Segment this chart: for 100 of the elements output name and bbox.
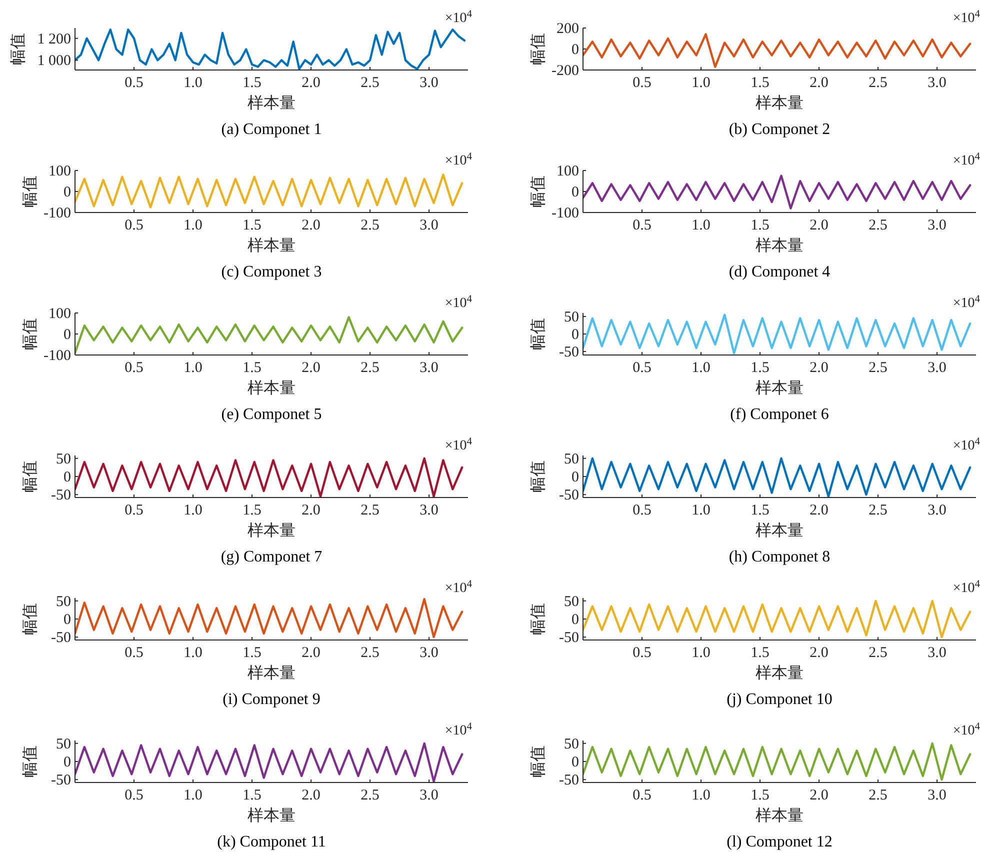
y-tick-label: 0 [572,42,579,58]
line-series [75,174,464,208]
text: ×10$^{4}$ [444,8,473,26]
y-tick-label: -100 [552,206,579,222]
x-tick-label: 0.5 [124,502,144,518]
x-tick-label: 0.5 [632,360,652,376]
x-tick-label: 2.5 [360,645,380,661]
x-tick-label: 0.5 [124,218,144,234]
y-axis-title: 幅值 [20,746,39,778]
x-tick-label: 1.0 [692,360,710,376]
x-tick-label: 3.0 [928,502,946,518]
x-tick-label: 1.0 [184,502,202,518]
x-tick-label: 1.5 [242,502,262,518]
y-tick-label: -50 [51,772,71,789]
x-tick-label: 2.0 [302,360,320,376]
y-axis-title: 幅值 [8,33,27,65]
x-tick-label: 1.0 [692,788,710,804]
x-tick-label: 2.0 [810,75,828,91]
x-tick-label: 0.5 [632,75,652,91]
y-tick-label: -100 [44,348,71,364]
x-axis-title: 样本量 [248,663,296,682]
y-tick-label: 0 [572,612,579,628]
x-tick-label: 2.5 [868,645,888,661]
y-tick-label: 0 [64,184,71,200]
text: (g) Componet 7 [220,548,322,566]
x-tick-label: 2.5 [868,218,888,234]
y-tick-label: 0 [572,470,579,486]
y-axis-title: 幅值 [20,176,39,208]
text: ×10$^{4}$ [952,578,981,596]
x-tick-label: 2.5 [868,360,888,376]
y-axis-title: 幅值 [528,603,547,635]
text: ×10$^{4}$ [952,8,981,26]
text: (k) Componet 11 [217,834,326,850]
y-tick-label: 1 000 [37,53,71,70]
x-tick-label: 3.0 [420,75,438,91]
x-tick-label: 1.0 [692,502,710,518]
text: (a) Componet 1 [221,121,322,138]
x-tick-label: 1.5 [750,788,770,804]
x-tick-label: 0.5 [632,788,652,804]
x-tick-label: 1.0 [184,75,202,91]
line-series [583,742,972,781]
text: (e) Componet 5 [221,406,322,423]
line-series [583,33,972,68]
x-tick-label: 2.5 [868,75,888,91]
text: (b) Componet 2 [728,121,830,138]
x-tick-label: 1.5 [750,502,770,518]
x-tick-label: 3.0 [928,218,946,234]
x-tick-label: 1.0 [692,75,710,91]
y-tick-label: 50 [564,594,579,610]
x-tick-label: 2.5 [360,218,380,234]
text: (l) Componet 12 [726,834,832,850]
x-tick-label: 0.5 [124,75,144,91]
x-tick-label: 1.5 [750,75,770,91]
y-tick-label: 100 [48,164,71,180]
x-axis-title: 样本量 [248,93,296,112]
x-tick-label: 0.5 [632,218,652,234]
x-tick-label: 2.0 [302,645,320,661]
y-tick-label: 50 [56,736,71,752]
text: (c) Componet 3 [221,264,322,280]
y-axis-title: 幅值 [528,33,547,65]
x-axis-title: 样本量 [248,520,296,540]
x-tick-label: 2.0 [810,360,828,376]
text: ×10$^{4}$ [444,294,473,311]
y-tick-label: -50 [559,772,579,789]
x-tick-label: 3.0 [420,645,438,661]
x-axis-title: 样本量 [756,520,804,540]
y-tick-label: 50 [564,736,579,752]
text: ×10$^{4}$ [952,721,981,738]
y-tick-label: 0 [64,754,71,770]
y-axis-title: 幅值 [20,318,39,350]
x-tick-label: 2.0 [302,75,320,91]
x-tick-label: 2.5 [868,788,888,804]
y-tick-label: 0 [64,470,71,486]
x-tick-label: 1.5 [242,788,262,804]
y-tick-label: 200 [556,21,579,37]
x-axis-title: 样本量 [248,806,296,824]
y-tick-label: -50 [51,630,71,646]
x-tick-label: 2.0 [810,645,828,661]
x-tick-label: 3.0 [928,360,946,376]
line-series [75,457,464,498]
text: (j) Componet 10 [726,691,832,708]
x-tick-label: 2.0 [810,788,828,804]
y-tick-label: 100 [556,164,579,180]
text: ×10$^{4}$ [952,294,981,311]
line-series [583,600,972,638]
y-axis-title: 幅值 [528,176,547,208]
x-tick-label: 3.0 [928,788,946,804]
text: ×10$^{4}$ [444,151,473,168]
y-tick-label: 0 [64,327,71,343]
x-tick-label: 1.5 [750,360,770,376]
x-tick-label: 2.0 [810,502,828,518]
y-tick-label: 50 [564,451,579,468]
x-axis-title: 样本量 [248,378,296,397]
y-tick-label: 1 200 [37,31,71,48]
line-series [75,28,466,70]
x-tick-label: 2.5 [360,360,380,376]
text: ×10$^{4}$ [952,436,981,454]
x-tick-label: 2.5 [360,75,380,91]
x-tick-label: 1.5 [242,218,262,234]
y-tick-label: 0 [64,612,71,628]
